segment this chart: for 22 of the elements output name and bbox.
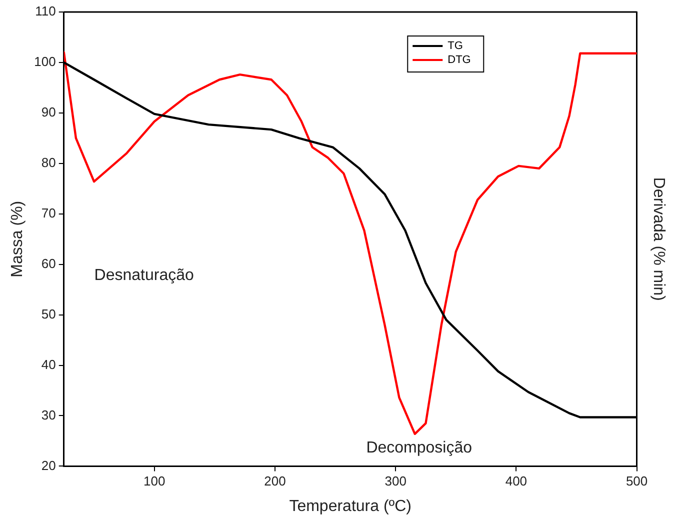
y-tick-label: 100 bbox=[34, 54, 56, 70]
y-tick-label: 70 bbox=[41, 205, 56, 220]
annotation: Desnaturação bbox=[94, 266, 194, 284]
x-tick-label: 100 bbox=[144, 474, 166, 489]
x-tick-label: 400 bbox=[505, 474, 528, 489]
annotation: Decomposição bbox=[366, 439, 472, 456]
legend-label: DTG bbox=[448, 54, 471, 66]
x-tick-label: 300 bbox=[384, 474, 406, 489]
y2-axis-title: Derivada (% min) bbox=[650, 177, 667, 301]
y-tick-label: 30 bbox=[41, 407, 56, 422]
x-tick-label: 500 bbox=[626, 474, 648, 489]
x-axis-title: Temperatura (ºC) bbox=[289, 498, 412, 515]
y-tick-label: 110 bbox=[35, 4, 56, 19]
y-tick-label: 20 bbox=[41, 458, 56, 473]
y-tick-label: 90 bbox=[41, 104, 56, 120]
legend-label: TG bbox=[448, 40, 463, 52]
y-tick-label: 40 bbox=[41, 356, 56, 372]
y-tick-label: 80 bbox=[41, 154, 56, 170]
y-tick-label: 60 bbox=[41, 256, 56, 271]
y-axis-title: Massa (%) bbox=[9, 200, 26, 278]
y-tick-label: 50 bbox=[41, 306, 56, 322]
x-tick-label: 200 bbox=[264, 474, 286, 489]
